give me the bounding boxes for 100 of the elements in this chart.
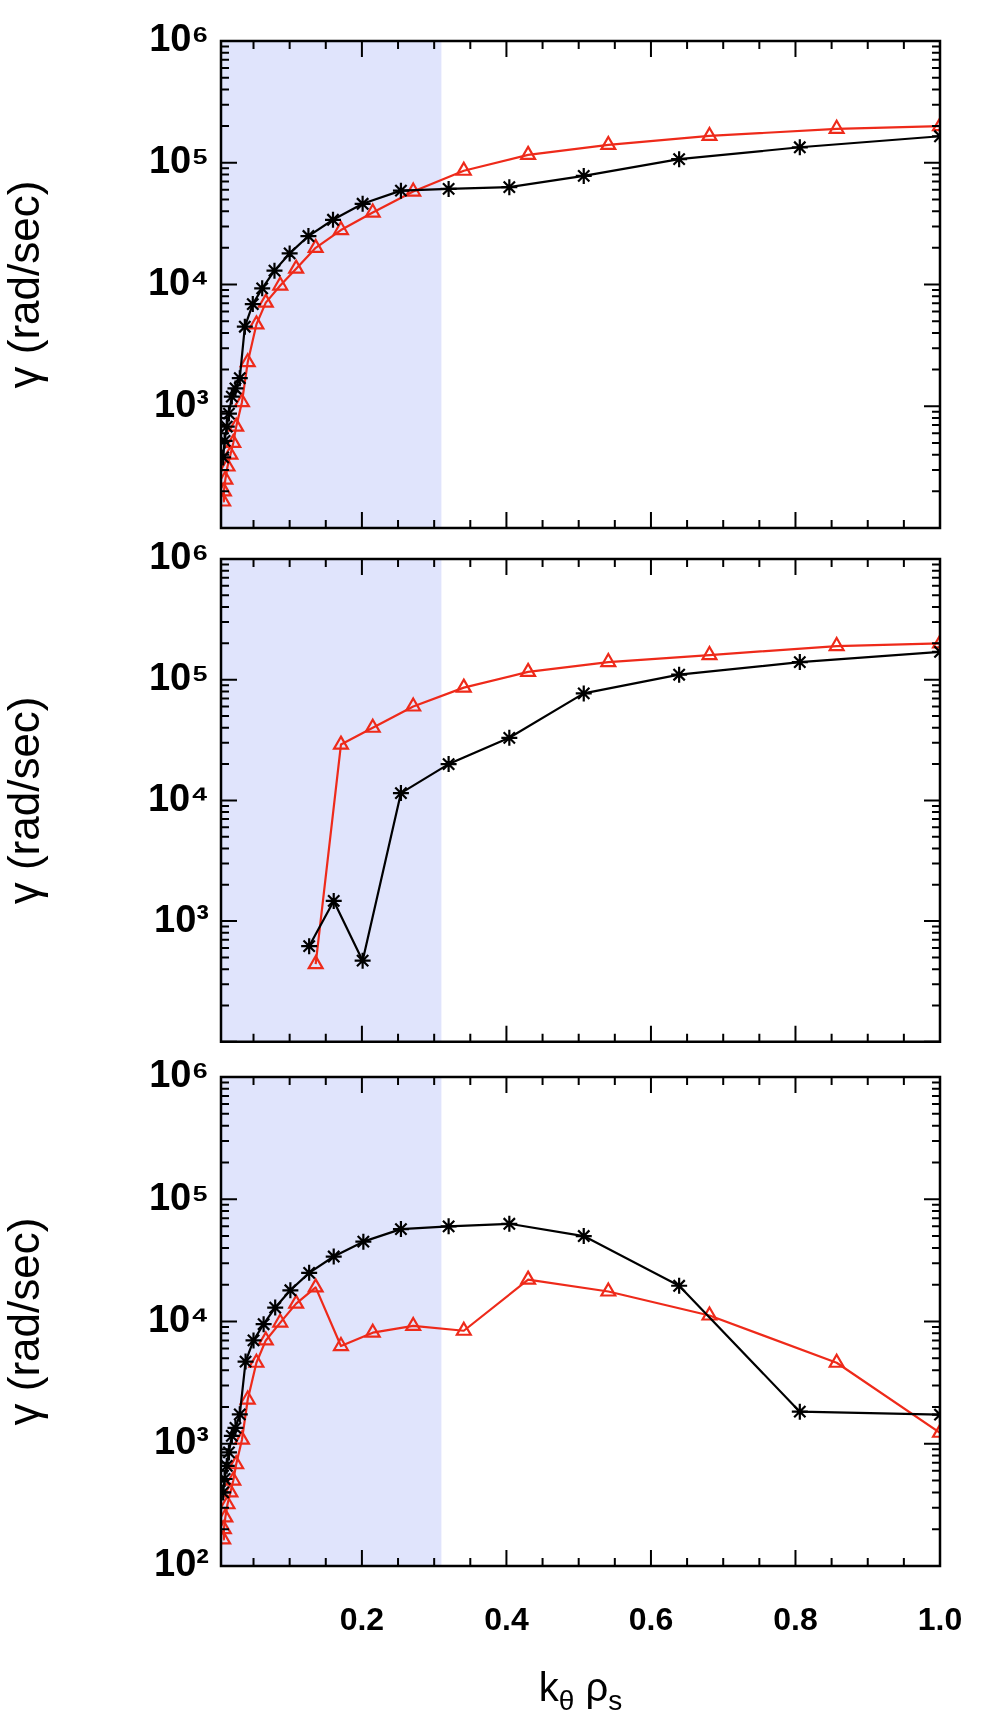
point [248,1353,265,1368]
y-tick-label: 10⁵ [148,656,209,699]
point [265,261,284,280]
point [790,138,809,157]
point [233,1430,250,1445]
point [222,1483,239,1498]
point [307,1278,324,1293]
point [520,1270,537,1285]
point [253,279,272,298]
point [221,457,236,472]
y-axis-title: γ (rad/sec) [0,180,48,389]
point [228,417,245,432]
point [600,135,617,151]
point [500,178,519,197]
point [828,636,845,652]
point [790,1402,809,1421]
point [332,1336,349,1352]
point [300,1263,319,1282]
point [226,379,245,398]
y-tick-label: 10³ [154,382,209,425]
point [257,1331,274,1346]
y-axis-title: γ (rad/sec) [0,696,48,905]
point [280,244,299,263]
point [243,295,262,314]
point [670,1276,689,1295]
point [239,353,256,368]
y-axis-title: γ (rad/sec) [0,1217,48,1426]
y-tick-label: 10⁶ [149,1053,209,1096]
point [272,276,289,291]
point [364,203,381,218]
point [244,1331,263,1350]
point [500,728,519,747]
point [353,194,372,213]
point [670,665,689,684]
point [225,433,242,448]
point [391,783,411,803]
y-tick-label: 10⁴ [147,776,209,819]
point [500,1214,519,1233]
x-tick-label: 0.4 [484,1601,529,1638]
point [574,684,593,703]
point [455,161,472,176]
point [323,210,343,229]
y-tick-label: 10⁴ [147,260,209,303]
point [439,1217,458,1236]
point [221,404,239,423]
point [391,181,411,200]
point [574,166,593,185]
point [254,1315,273,1334]
point [288,1294,305,1309]
point [324,891,343,911]
y-tick-label: 10⁶ [149,535,209,578]
x-tick-label: 1.0 [917,1601,963,1638]
point [405,697,422,712]
point [307,955,324,970]
point [574,1226,593,1246]
point [230,369,249,388]
point [364,718,381,733]
point [272,1313,289,1328]
x-tick-label: 0.6 [628,1601,674,1638]
point [281,1281,300,1300]
point [235,317,254,336]
point [230,1405,249,1424]
y-tick-label: 10⁶ [149,17,209,60]
point [332,220,349,236]
y-tick-label: 10⁴ [147,1297,209,1340]
point [439,754,458,774]
point [600,1282,617,1297]
point [288,259,305,274]
point [364,1323,381,1338]
point [248,315,265,330]
point [225,1471,242,1486]
point [228,1455,245,1470]
point [300,937,319,956]
point [299,226,318,246]
point [701,1306,718,1321]
point [257,293,274,308]
point [701,645,718,661]
point [239,1390,256,1405]
point [222,387,241,406]
point [236,1352,255,1371]
point [226,1418,245,1437]
point [701,126,718,142]
x-tick-label: 0.8 [773,1601,818,1638]
point [439,179,458,198]
point [332,735,349,750]
point [391,1219,411,1239]
point [670,150,689,169]
point [790,652,809,672]
point [405,1316,422,1332]
point [324,1247,343,1266]
point [307,238,324,253]
y-tick-label: 10⁵ [148,1175,209,1218]
x-axis-title: k$_{θ}$ ρ$_{s}$ [538,1665,623,1717]
point [354,1232,373,1251]
point [828,119,845,134]
point [266,1298,285,1317]
point [353,951,372,970]
point [520,662,537,678]
point [221,1495,236,1510]
y-tick-label: 10³ [154,1420,209,1463]
